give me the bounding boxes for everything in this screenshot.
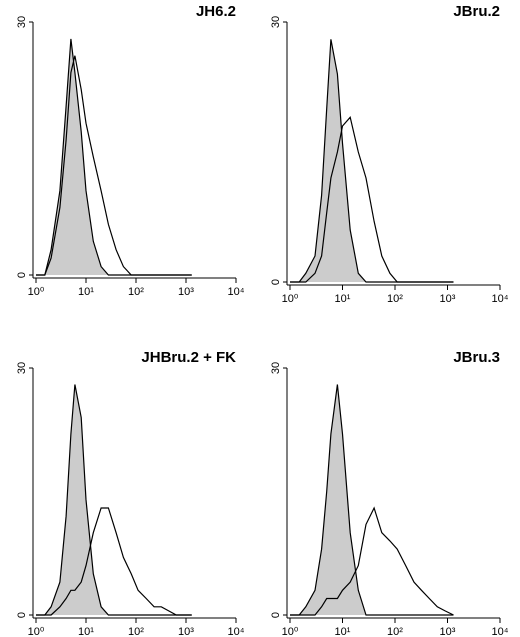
panel: JHBru.2 + FK 0 30 10⁰ 10¹ 10² 10³ 10⁴	[16, 349, 245, 637]
panel: JBru.3 0 30 10⁰ 10¹ 10² 10³ 10⁴	[270, 349, 509, 637]
x-tick-label: 10¹	[335, 293, 351, 305]
sample-histogram	[36, 55, 192, 276]
chart-title: JH6.2	[196, 3, 236, 20]
control-histogram	[36, 384, 192, 616]
x-tick-label: 10³	[440, 626, 456, 637]
y-tick-label: 30	[16, 362, 28, 374]
chart-title: JBru.3	[453, 349, 500, 366]
y-tick-label: 0	[16, 612, 28, 618]
x-tick-label: 10⁰	[282, 293, 299, 305]
x-tick-label: 10⁴	[228, 286, 245, 298]
x-tick-label: 10⁰	[28, 286, 45, 298]
x-tick-label: 10⁴	[492, 293, 509, 305]
y-tick-label: 0	[270, 279, 282, 285]
control-histogram	[290, 384, 454, 616]
sample-histogram	[290, 506, 454, 616]
y-tick-label: 0	[16, 272, 28, 278]
x-tick-label: 10²	[387, 626, 403, 637]
x-tick-label: 10³	[178, 626, 194, 637]
x-tick-label: 10¹	[78, 286, 94, 298]
x-tick-label: 10⁰	[28, 626, 45, 637]
x-tick-label: 10⁰	[282, 626, 299, 637]
control-histogram	[290, 39, 454, 283]
x-tick-label: 10³	[178, 286, 194, 298]
x-tick-label: 10¹	[78, 626, 94, 637]
x-tick-label: 10⁴	[492, 626, 509, 637]
sample-histogram	[290, 116, 454, 283]
y-tick-label: 30	[16, 16, 28, 28]
x-tick-label: 10²	[128, 626, 144, 637]
sample-histogram	[36, 507, 192, 616]
chart-title: JBru.2	[453, 3, 500, 20]
y-tick-label: 30	[270, 16, 282, 28]
control-histogram	[36, 38, 192, 276]
x-tick-label: 10⁴	[228, 626, 245, 637]
panel: JBru.2 0 30 10⁰ 10¹ 10² 10³ 10⁴	[270, 3, 509, 305]
x-tick-label: 10³	[440, 293, 456, 305]
x-tick-label: 10¹	[335, 626, 351, 637]
chart-title: JHBru.2 + FK	[141, 349, 236, 366]
x-tick-label: 10²	[387, 293, 403, 305]
y-tick-label: 0	[270, 612, 282, 618]
y-tick-label: 30	[270, 362, 282, 374]
panel: JH6.2 0 30 10⁰ 10¹ 10² 10³ 10⁴	[16, 3, 245, 298]
x-tick-label: 10²	[128, 286, 144, 298]
